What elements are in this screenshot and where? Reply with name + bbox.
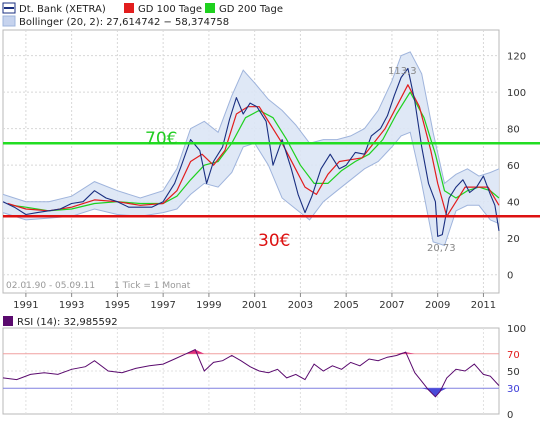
legend-swatch-bollinger — [2, 15, 16, 27]
rsi-tick-label-3: 70 — [507, 350, 520, 361]
rsi-tick-label-2: 50 — [507, 367, 520, 378]
y-tick-label-3: 60 — [507, 161, 520, 172]
x-tick-label-8: 2007 — [379, 300, 404, 311]
y-tick-label-6: 120 — [507, 52, 526, 63]
y-tick-label-4: 80 — [507, 125, 520, 136]
y-tick-label-1: 20 — [507, 234, 520, 245]
legend: Dt. Bank (XETRA) GD 100 Tage GD 200 Tage… — [2, 2, 283, 28]
x-tick-label-2: 1995 — [105, 300, 130, 311]
x-tick-label-10: 2011 — [471, 300, 496, 311]
level-label-30: 30€ — [258, 231, 290, 251]
x-axis-ticks: 1991 1993 1995 1997 1999 2001 2003 2005 2007 2009… — [13, 293, 496, 311]
level-lines — [3, 141, 540, 218]
rsi-line — [2, 348, 500, 398]
rsi-tick-label-4: 100 — [507, 324, 526, 335]
y-tick-label-5: 100 — [507, 88, 526, 99]
price-series — [2, 67, 500, 237]
y-tick-label-0: 0 — [507, 271, 513, 282]
legend-swatch-ma100 — [124, 3, 134, 13]
rsi-tick-label-0: 0 — [507, 410, 513, 418]
price-line — [2, 67, 500, 237]
tick-info: 1 Tick = 1 Monat — [114, 281, 191, 291]
rsi-legend-swatch — [3, 316, 13, 326]
peak-label: 113,3 — [388, 66, 417, 77]
level-label-70: 70€ — [145, 129, 177, 149]
ma100-line — [7, 84, 500, 217]
bollinger-fill — [3, 51, 499, 246]
legend-label-ma100: GD 100 Tage — [138, 4, 202, 15]
rsi-tick-label-1: 30 — [507, 384, 520, 395]
x-tick-label-4: 1999 — [196, 300, 221, 311]
legend-swatch-ma200 — [205, 3, 215, 13]
y-tick-label-2: 40 — [507, 198, 520, 209]
x-tick-label-3: 1997 — [150, 300, 175, 311]
x-tick-label-0: 1991 — [13, 300, 38, 311]
rsi-grid — [3, 328, 499, 414]
x-tick-label-9: 2009 — [425, 300, 450, 311]
date-range: 02.01.90 - 05.09.11 — [6, 281, 95, 291]
rsi-axis-ticks: 0 30 50 70 100 — [507, 324, 526, 421]
bollinger-upper-line — [2, 51, 500, 203]
legend-label-ma200: GD 200 Tage — [219, 4, 283, 15]
x-tick-label-5: 2001 — [242, 300, 267, 311]
x-tick-label-7: 2005 — [333, 300, 358, 311]
x-tick-label-1: 1993 — [59, 300, 84, 311]
x-tick-label-6: 2003 — [288, 300, 313, 311]
trough-label: 20,73 — [427, 243, 456, 254]
legend-label-bollinger: Bollinger (20, 2): 27,614742 − 58,374758 — [19, 17, 229, 28]
rsi-label: RSI (14): 32,985592 — [17, 317, 118, 328]
rsi-series — [2, 348, 500, 398]
legend-label-price: Dt. Bank (XETRA) — [19, 4, 106, 15]
y-axis-ticks: 0 20 40 60 80 100 120 — [507, 52, 526, 282]
ma200-line — [12, 91, 500, 212]
